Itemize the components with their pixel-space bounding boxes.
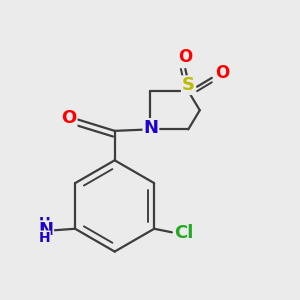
Text: H: H <box>38 231 50 245</box>
Text: O: O <box>215 64 229 82</box>
Text: H: H <box>38 216 50 230</box>
Text: Cl: Cl <box>174 224 193 242</box>
Text: N: N <box>143 119 158 137</box>
Text: S: S <box>182 76 195 94</box>
Text: N: N <box>38 221 53 239</box>
Text: O: O <box>61 109 77 127</box>
Text: O: O <box>178 48 193 66</box>
